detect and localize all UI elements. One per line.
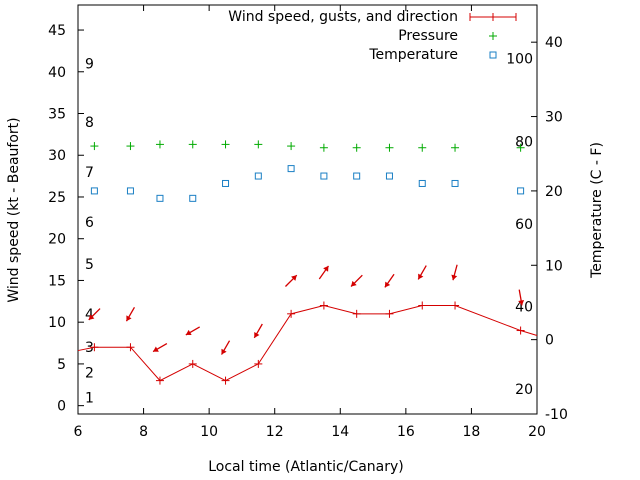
beaufort-label: 6 <box>85 215 94 231</box>
wind-direction-arrow-head <box>323 265 329 272</box>
x-tick-label: 20 <box>528 424 546 440</box>
y-tick-label: 15 <box>48 273 66 289</box>
beaufort-label: 1 <box>85 390 94 406</box>
fahrenheit-label: 40 <box>515 300 533 316</box>
temperature-series <box>90 165 525 202</box>
y-tick-label: 30 <box>48 148 66 164</box>
wind-direction-arrow-head <box>451 274 458 281</box>
y-tick-label: 35 <box>48 107 66 123</box>
beaufort-label: 8 <box>85 115 94 131</box>
x-tick-label: 16 <box>397 424 415 440</box>
temperature-point <box>353 172 361 180</box>
fahrenheit-label: 80 <box>515 134 533 150</box>
x-tick-label: 6 <box>74 424 83 440</box>
pressure-series <box>90 140 525 152</box>
y2-axis-label: Temperature (C - F) <box>589 142 605 279</box>
temperature-point <box>418 179 426 187</box>
temperature-point <box>287 165 295 173</box>
wind-direction-arrow-head <box>291 275 297 281</box>
y-tick-label: 20 <box>48 232 66 248</box>
temperature-point <box>90 187 98 195</box>
temperature-point <box>189 194 197 202</box>
wind-direction-arrow-head <box>384 281 391 288</box>
legend: Wind speed, gusts, and direction Pressur… <box>228 9 517 63</box>
legend-temperature-marker <box>489 51 497 59</box>
legend-temperature-label: Temperature <box>368 47 458 63</box>
beaufort-label: 5 <box>85 257 94 273</box>
axes-layer: 6 8 10 12 14 16 18 20051015202530354045-1001020… <box>48 4 568 440</box>
wind-direction-arrow-head <box>126 315 132 322</box>
temperature-point <box>385 172 393 180</box>
temperature-point <box>222 179 230 187</box>
temperature-point <box>451 179 459 187</box>
y-tick-label: 40 <box>48 65 66 81</box>
y2-tick-label: 10 <box>545 258 563 274</box>
wind-speed-line <box>77 304 538 382</box>
temperature-point <box>156 194 164 202</box>
beaufort-label: 4 <box>85 307 94 323</box>
y-tick-label: 45 <box>48 23 66 39</box>
y-tick-label: 0 <box>57 399 66 415</box>
y-tick-label: 25 <box>48 190 66 206</box>
y2-tick-label: 0 <box>545 333 554 349</box>
plot-frame <box>77 4 538 415</box>
y-tick-label: 5 <box>57 357 66 373</box>
wind-direction-arrow-head <box>185 329 192 336</box>
fahrenheit-label: 60 <box>515 217 533 233</box>
wind-direction-arrow-head <box>418 273 424 280</box>
x-tick-label: 8 <box>139 424 148 440</box>
y2-tick-label: -10 <box>545 407 568 423</box>
wind-direction-arrow-head <box>518 299 525 306</box>
temperature-point <box>254 172 262 180</box>
y-tick-label: 10 <box>48 315 66 331</box>
y-axis-label: Wind speed (kt - Beaufort) <box>6 117 22 302</box>
wind-direction-arrow-head <box>221 348 227 355</box>
temperature-point <box>320 172 328 180</box>
legend-pressure-label: Pressure <box>398 28 458 44</box>
x-axis-label: Local time (Atlantic/Canary) <box>208 459 404 475</box>
wind-series <box>77 301 538 385</box>
x-tick-label: 18 <box>463 424 481 440</box>
wind-direction-arrow-head <box>153 346 159 352</box>
wind-direction-arrow-head <box>351 280 357 287</box>
wind-direction-arrows <box>88 264 525 355</box>
wind-direction-arrow-head <box>88 314 95 320</box>
y2-tick-label: 40 <box>545 35 563 51</box>
x-tick-label: 12 <box>266 424 284 440</box>
x-tick-label: 10 <box>200 424 218 440</box>
x-tick-label: 14 <box>331 424 349 440</box>
temperature-point <box>517 187 525 195</box>
y2-tick-label: 30 <box>545 110 563 126</box>
fahrenheit-label: 100 <box>506 52 533 68</box>
beaufort-label: 9 <box>85 56 94 72</box>
y2-tick-label: 20 <box>545 184 563 200</box>
fahrenheit-label: 20 <box>515 382 533 398</box>
legend-wind-label: Wind speed, gusts, and direction <box>228 9 458 25</box>
wind-direction-arrow-head <box>254 332 260 338</box>
beaufort-label: 7 <box>85 165 94 181</box>
beaufort-label: 2 <box>85 365 94 381</box>
temperature-point <box>126 187 134 195</box>
